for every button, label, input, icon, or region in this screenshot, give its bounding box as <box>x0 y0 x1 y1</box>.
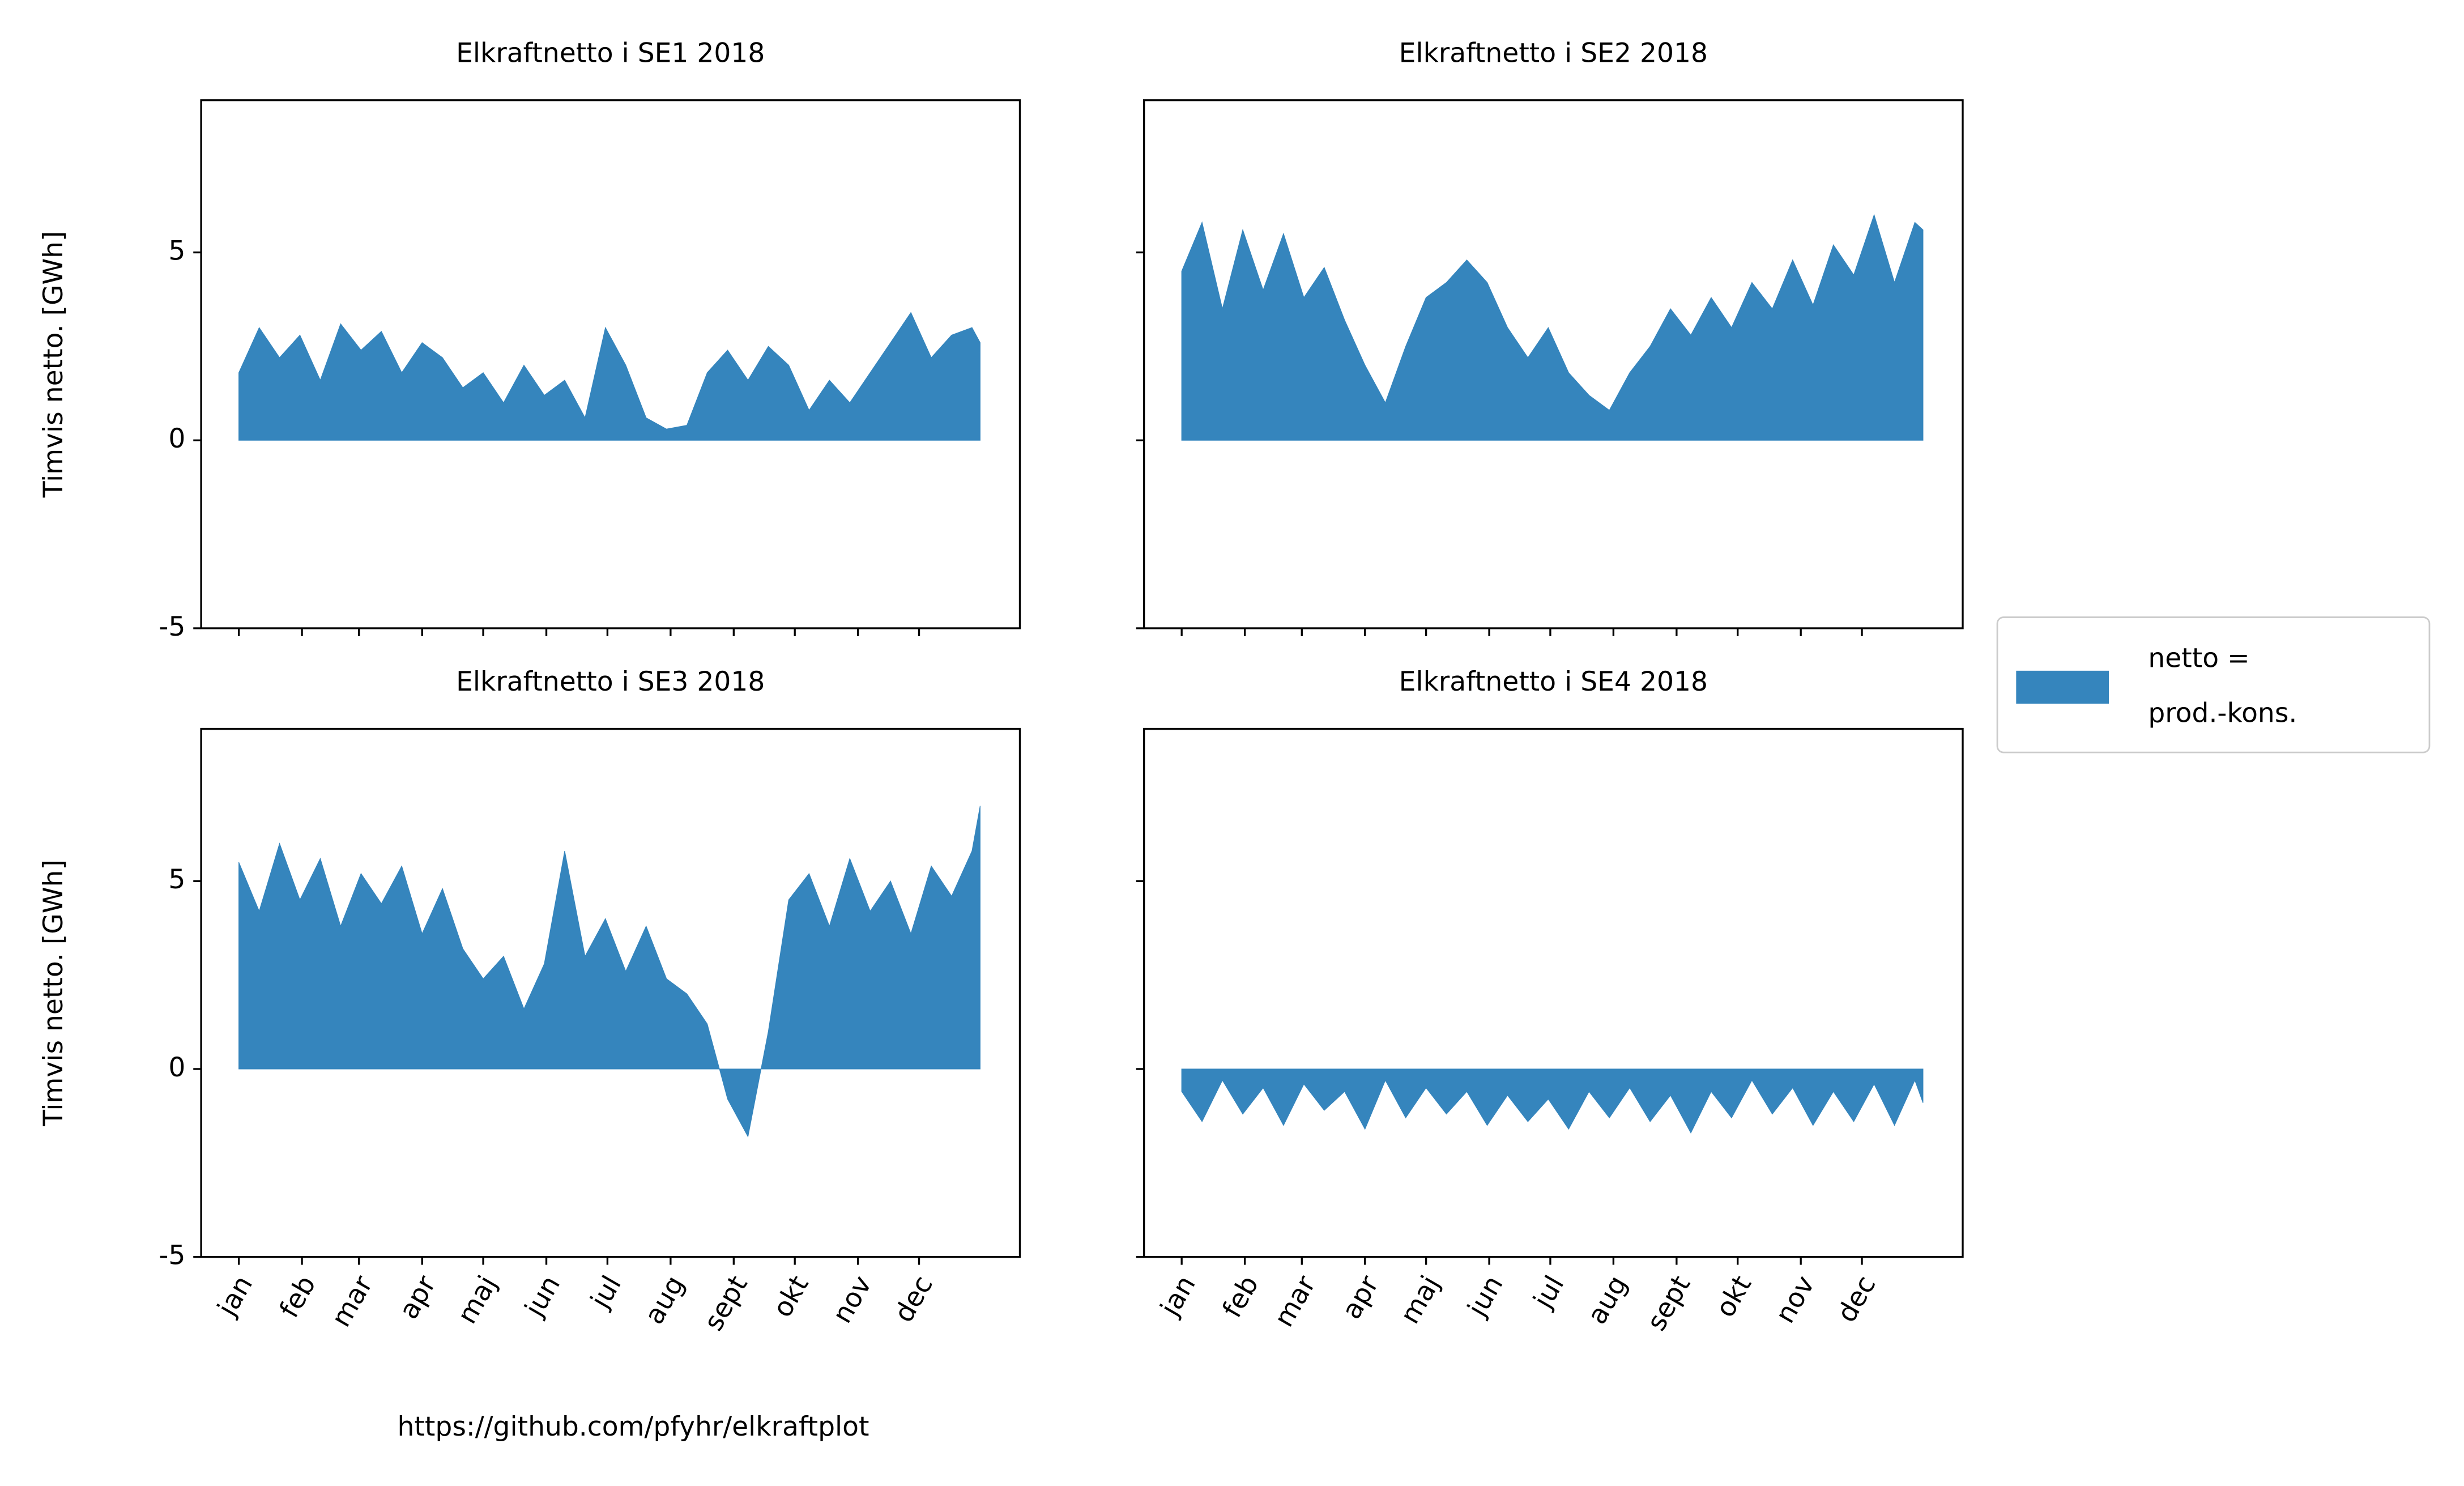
y-tick-label: 0 <box>168 1052 185 1083</box>
legend-label: prod.-kons. <box>2148 698 2297 729</box>
area <box>1181 214 1924 441</box>
y-tick-label: 5 <box>168 236 185 267</box>
x-tick-label: mar <box>1268 1270 1322 1332</box>
axes-frame <box>200 727 1021 1258</box>
area <box>1181 1068 1924 1134</box>
area <box>238 312 981 441</box>
x-tick-label: aug <box>638 1271 690 1330</box>
x-tick-label: maj <box>1395 1271 1447 1330</box>
x-tick-label: jul <box>1527 1271 1570 1314</box>
x-tick-label: jan <box>211 1271 259 1322</box>
x-tick-label: jun <box>518 1271 566 1322</box>
axes-frame <box>1143 99 1964 629</box>
x-tick-label: jul <box>585 1271 628 1314</box>
x-tick-label: apr <box>1336 1270 1386 1325</box>
x-tick-label: feb <box>1217 1271 1265 1323</box>
area <box>238 806 981 1138</box>
axes-frame <box>1143 727 1964 1258</box>
x-tick-label: sept <box>1641 1271 1697 1336</box>
y-tick-label: -5 <box>159 1240 185 1271</box>
x-tick-label: nov <box>826 1271 878 1329</box>
x-tick-label: dec <box>1831 1271 1882 1328</box>
x-tick-label: sept <box>698 1271 754 1336</box>
x-tick-label: nov <box>1770 1271 1821 1329</box>
x-tick-label: dec <box>888 1271 939 1328</box>
y-axis-label: Timvis netto. [GWh] <box>38 231 69 499</box>
x-tick-label: apr <box>393 1270 442 1325</box>
chart-title: Elkraftnetto i SE4 2018 <box>1399 666 1708 697</box>
chart-title: Elkraftnetto i SE2 2018 <box>1399 37 1708 69</box>
y-tick-label: 5 <box>168 864 185 895</box>
x-tick-label: jun <box>1461 1271 1510 1322</box>
x-tick-label: okt <box>767 1271 815 1323</box>
x-tick-label: aug <box>1581 1271 1634 1330</box>
chart-title: Elkraftnetto i SE1 2018 <box>456 37 765 69</box>
axes-frame <box>200 99 1021 629</box>
legend-box <box>1996 616 2431 753</box>
y-axis-label: Timvis netto. [GWh] <box>38 859 69 1127</box>
chart-title: Elkraftnetto i SE3 2018 <box>456 666 765 697</box>
legend-label: netto = <box>2148 642 2249 674</box>
y-tick-label: 0 <box>168 423 185 454</box>
x-tick-label: jan <box>1154 1271 1202 1322</box>
x-tick-label: maj <box>451 1271 504 1330</box>
x-tick-label: mar <box>326 1270 380 1332</box>
x-tick-label: feb <box>274 1271 322 1323</box>
source-note: https://github.com/pfyhr/elkraftplot <box>398 1411 869 1442</box>
legend-swatch <box>2016 670 2109 704</box>
y-tick-label: -5 <box>159 611 185 642</box>
x-tick-label: okt <box>1710 1271 1758 1323</box>
